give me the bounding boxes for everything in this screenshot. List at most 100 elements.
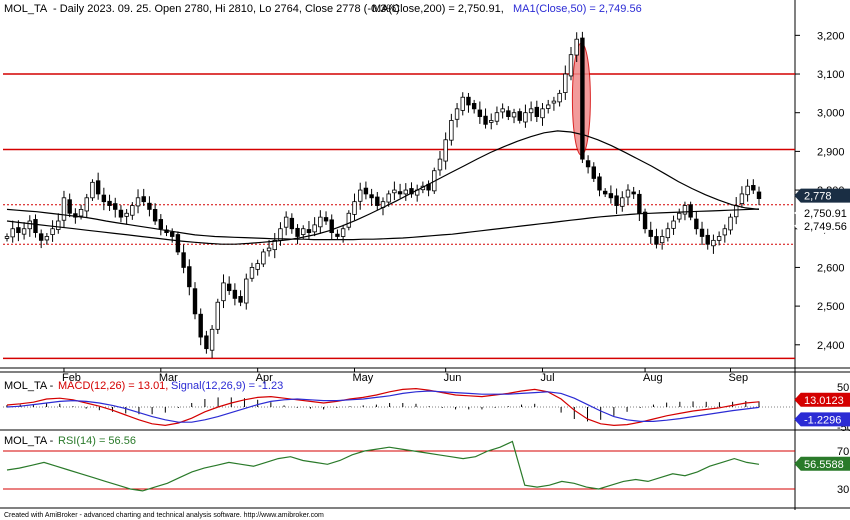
ma50-line — [6, 130, 760, 245]
macd-header-symbol: MOL_TA - — [4, 380, 54, 392]
candle-body — [608, 193, 614, 199]
rsi-header-symbol: MOL_TA - — [4, 435, 54, 447]
rsi-value-badge-shape — [794, 456, 850, 471]
price-y-tick-label: 3,100 — [817, 69, 845, 81]
candle-body — [135, 197, 141, 207]
x-tick-label: May — [353, 372, 374, 384]
candle-body — [403, 189, 408, 195]
candle-body — [534, 106, 540, 117]
macd-value-badge-text: 13.0123 — [804, 395, 844, 407]
candle-body — [27, 220, 32, 230]
x-tick-label: Mar — [159, 372, 178, 384]
candle-body — [699, 228, 705, 237]
candle-body — [528, 108, 534, 114]
candle-body — [563, 73, 568, 93]
footer-credit: Created with AmiBroker - advanced charti… — [4, 512, 324, 519]
x-tick-label: Sep — [729, 372, 749, 384]
candle-body — [16, 227, 21, 234]
rsi-value-badge-text: 56.5588 — [804, 459, 844, 471]
candle-body — [130, 205, 135, 216]
candle-body — [585, 160, 591, 168]
candle-body — [33, 219, 38, 234]
candle-body — [124, 212, 129, 217]
candle-body — [506, 110, 511, 117]
candle-body — [192, 288, 198, 315]
price-y-tick-label: 2,500 — [817, 301, 845, 313]
candle-body — [289, 217, 295, 230]
candle-body — [614, 195, 619, 206]
candle-body — [295, 227, 300, 237]
candle-body — [694, 218, 699, 230]
rsi-header-value: RSI(14) = 56.56 — [58, 435, 136, 447]
candle-body — [688, 204, 693, 218]
candle-body — [517, 111, 522, 121]
candle-body — [739, 193, 745, 205]
candle-body — [397, 191, 403, 195]
candle-body — [266, 247, 272, 252]
candle-body — [358, 189, 363, 202]
candle-body — [477, 109, 483, 117]
candle-body — [489, 120, 494, 123]
candle-body — [409, 188, 414, 195]
price-header-summary: - Daily 2023. 09. 25. Open 2780, Hi 2810… — [53, 3, 400, 15]
candle-body — [61, 197, 67, 221]
candle-body — [580, 37, 585, 160]
candle-body — [665, 228, 671, 239]
candle-body — [352, 201, 357, 215]
candle-body — [654, 236, 659, 245]
rsi-y-tick-label: 70 — [837, 446, 849, 458]
candle-body — [226, 283, 232, 292]
price-y-tick-label: 2,900 — [817, 146, 845, 158]
candle-body — [323, 217, 329, 222]
price-y-tick-label: 3,200 — [817, 30, 845, 42]
candle-body — [392, 189, 397, 194]
x-tick-label: Apr — [256, 372, 273, 384]
x-tick-label: Feb — [62, 372, 81, 384]
signal-value-badge-text: -1.2296 — [804, 414, 841, 426]
candle-body — [244, 278, 249, 304]
candle-body — [375, 196, 380, 206]
candle-body — [232, 289, 238, 299]
candle-body — [722, 228, 728, 236]
candle-body — [50, 228, 55, 235]
ma50-header: MA1(Close,50) = 2,749.56 — [513, 3, 642, 15]
candle-body — [101, 194, 107, 203]
x-tick-label: Jun — [444, 372, 462, 384]
candle-body — [204, 335, 209, 350]
candle-body — [494, 112, 500, 122]
candle-body — [175, 234, 181, 253]
macd-value-badge-shape — [794, 392, 850, 407]
candle-body — [10, 228, 15, 238]
candle-body — [118, 209, 124, 218]
candle-body — [329, 219, 334, 234]
rsi-pane: 70 30 56.5588 — [3, 440, 850, 496]
candle-body — [306, 229, 312, 234]
signal-value-badge: -1.2296 — [794, 412, 850, 427]
candle-body — [460, 96, 465, 111]
price-y-tick-label: 2,600 — [817, 262, 845, 274]
macd-y-tick-label: 50 — [837, 382, 849, 394]
candle-body — [711, 239, 716, 247]
ma50-value-badge: 2,749.56 — [794, 218, 850, 233]
candle-body — [346, 212, 352, 228]
candle-body — [677, 212, 682, 220]
candle-body — [745, 185, 750, 196]
candle-body — [95, 180, 101, 195]
candle-body — [318, 216, 323, 228]
ma200-value-badge-text: 2,750.91 — [804, 208, 847, 220]
macd-line — [6, 387, 760, 427]
macd-header-value: MACD(12,26) = 13.01, — [58, 380, 168, 392]
candle-body — [705, 234, 710, 245]
candle-body — [67, 199, 72, 214]
candle-body — [198, 313, 203, 338]
candle-body — [21, 228, 27, 235]
candle-body — [215, 301, 220, 330]
close-value-badge-shape — [794, 188, 850, 203]
candle-body — [671, 220, 676, 229]
candle-body — [597, 176, 602, 191]
signal-header-value: Signal(12,26,9) = -1.23 — [171, 380, 283, 392]
candle-body — [546, 104, 551, 109]
ma50-value-badge-shape — [794, 218, 850, 233]
